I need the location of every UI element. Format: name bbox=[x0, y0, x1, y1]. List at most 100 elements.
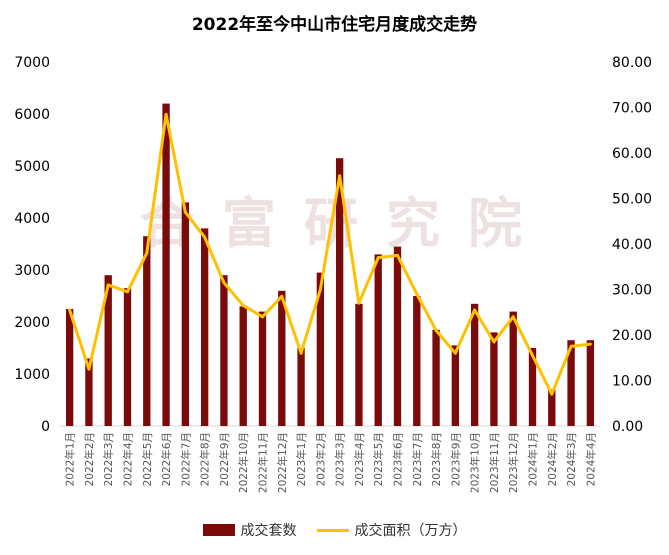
x-tick-label: 2022年10月 bbox=[237, 432, 250, 493]
bar bbox=[200, 228, 209, 426]
line-point bbox=[453, 351, 457, 355]
y-left-tick-label: 0 bbox=[41, 419, 50, 435]
bar bbox=[143, 236, 151, 426]
line-point bbox=[357, 301, 361, 305]
line-point bbox=[222, 281, 226, 285]
y-right-tick-label: 80.00 bbox=[612, 55, 652, 71]
bar bbox=[181, 202, 190, 426]
legend-item-bars: 成交套数 bbox=[202, 520, 297, 540]
bar bbox=[393, 246, 402, 426]
y-right-tick-label: 20.00 bbox=[612, 328, 652, 344]
bar bbox=[316, 272, 325, 426]
x-tick-label: 2022年5月 bbox=[141, 432, 154, 486]
line-point bbox=[569, 344, 573, 348]
legend-item-line: 成交面积（万方） bbox=[316, 520, 467, 540]
bar bbox=[586, 340, 595, 426]
bar bbox=[104, 275, 112, 426]
x-tick-label: 2022年8月 bbox=[199, 432, 212, 486]
bar bbox=[374, 254, 382, 426]
bar bbox=[85, 358, 93, 426]
line-point bbox=[261, 315, 264, 319]
line-point bbox=[376, 256, 380, 260]
x-tick-label: 2023年7月 bbox=[411, 432, 424, 486]
bar bbox=[239, 306, 247, 426]
x-tick-label: 2022年9月 bbox=[218, 432, 231, 486]
x-tick-label: 2023年3月 bbox=[334, 432, 347, 486]
x-tick-label: 2024年4月 bbox=[584, 432, 597, 486]
bar bbox=[123, 288, 132, 426]
bar bbox=[278, 290, 286, 426]
y-right-tick-label: 70.00 bbox=[612, 101, 652, 117]
bar-series bbox=[65, 103, 595, 426]
y-left-tick-label: 4000 bbox=[14, 211, 50, 227]
bar bbox=[162, 103, 170, 426]
x-tick-label: 2023年2月 bbox=[314, 432, 327, 486]
line-point bbox=[588, 342, 592, 346]
line-point bbox=[68, 308, 72, 312]
y-right-tick-label: 30.00 bbox=[612, 283, 652, 299]
x-tick-label: 2022年2月 bbox=[83, 432, 96, 486]
x-tick-label: 2022年6月 bbox=[160, 432, 173, 486]
x-tick-label: 2024年1月 bbox=[527, 432, 540, 486]
bar bbox=[65, 309, 74, 426]
legend-swatch-bars bbox=[202, 524, 235, 536]
line-point bbox=[280, 294, 284, 298]
line-point bbox=[145, 251, 149, 255]
y-axis-left: 0 1000 2000 3000 4000 5000 6000 7000 bbox=[14, 55, 50, 435]
line-point bbox=[338, 174, 342, 178]
x-tick-label: 2022年11月 bbox=[257, 432, 270, 493]
bar bbox=[451, 345, 460, 426]
line-point bbox=[473, 308, 477, 312]
y-left-tick-label: 6000 bbox=[14, 107, 50, 123]
y-right-tick-label: 10.00 bbox=[612, 374, 652, 390]
bar bbox=[355, 303, 363, 426]
legend-label-line: 成交面积（万方） bbox=[354, 523, 467, 539]
legend-label-bars: 成交套数 bbox=[240, 523, 297, 539]
bar bbox=[470, 303, 479, 426]
bar bbox=[548, 389, 556, 426]
chart-title: 2022年至今中山市住宅月度成交走势 bbox=[191, 15, 478, 35]
line-point bbox=[241, 303, 245, 307]
y-axis-right: 0.00 10.00 20.00 30.00 40.00 50.00 60.00 70.00 8… bbox=[612, 55, 652, 435]
bar bbox=[220, 275, 228, 426]
line-point bbox=[531, 353, 534, 357]
bar bbox=[335, 158, 344, 426]
bar bbox=[528, 348, 537, 426]
line-point bbox=[164, 112, 168, 116]
bar bbox=[297, 348, 305, 426]
x-axis: 2022年1月 2022年2月 2022年3月 2022年4月 2022年5月 2022年… bbox=[64, 432, 598, 493]
y-left-tick-label: 1000 bbox=[14, 367, 50, 383]
y-right-tick-label: 60.00 bbox=[612, 146, 652, 162]
x-tick-label: 2022年1月 bbox=[64, 432, 77, 486]
line-point bbox=[318, 288, 322, 291]
x-tick-label: 2023年9月 bbox=[449, 432, 462, 486]
line-point bbox=[511, 315, 515, 319]
bar bbox=[490, 332, 498, 426]
line-point bbox=[203, 235, 207, 239]
y-left-tick-label: 7000 bbox=[14, 55, 50, 71]
y-left-tick-label: 3000 bbox=[14, 263, 50, 279]
line-point bbox=[183, 210, 187, 214]
line-point bbox=[126, 290, 129, 294]
line-series bbox=[68, 112, 592, 396]
x-tick-label: 2022年4月 bbox=[122, 432, 135, 486]
bar bbox=[432, 329, 440, 426]
line-point bbox=[87, 367, 91, 371]
bar bbox=[413, 296, 421, 426]
x-tick-label: 2023年12月 bbox=[507, 432, 520, 493]
x-tick-label: 2024年3月 bbox=[565, 432, 578, 486]
x-tick-label: 2022年12月 bbox=[276, 432, 289, 493]
legend-swatch-line bbox=[316, 528, 349, 532]
x-tick-label: 2023年8月 bbox=[430, 432, 443, 486]
legend: 成交套数 成交面积（万方） bbox=[0, 520, 669, 540]
x-tick-label: 2023年11月 bbox=[488, 432, 501, 493]
x-tick-label: 2022年3月 bbox=[102, 432, 115, 486]
y-left-tick-label: 2000 bbox=[14, 315, 50, 331]
line-point bbox=[550, 392, 554, 396]
bar bbox=[567, 340, 575, 426]
x-tick-label: 2023年4月 bbox=[353, 432, 366, 486]
bar bbox=[509, 311, 517, 426]
line-point bbox=[106, 283, 110, 287]
bar bbox=[258, 311, 267, 426]
